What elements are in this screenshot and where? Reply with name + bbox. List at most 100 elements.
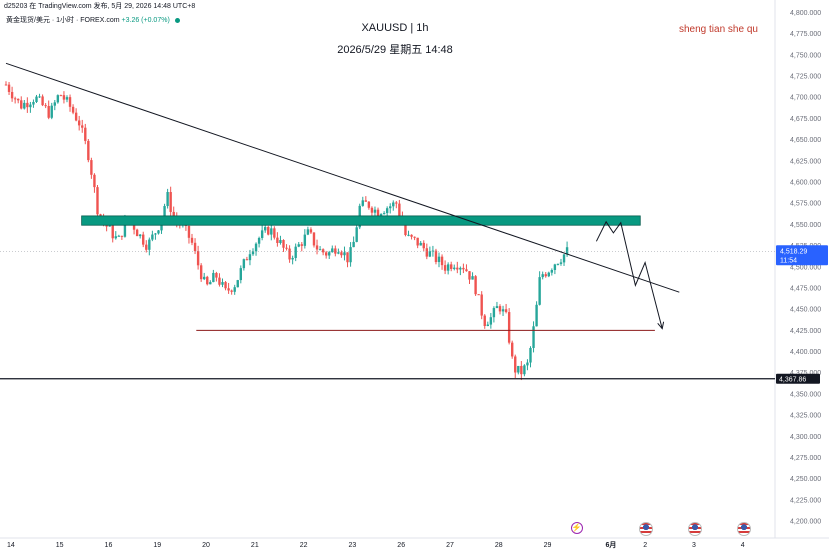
candle-body <box>172 211 175 219</box>
candle-body <box>523 365 526 375</box>
candle-body <box>87 140 90 161</box>
y-tick-label: 4,350.000 <box>790 391 821 398</box>
candle-body <box>541 274 544 278</box>
candle-body <box>367 201 371 208</box>
candle-body <box>340 252 343 256</box>
candle-body <box>29 104 32 108</box>
y-tick-label: 4,700.000 <box>790 95 821 102</box>
candle-body <box>550 270 554 273</box>
candle-body <box>157 230 160 234</box>
candle-body <box>20 100 23 109</box>
candle-body <box>148 239 151 250</box>
candle-body <box>465 269 468 272</box>
candle-body <box>385 208 389 214</box>
candle-body <box>32 101 35 105</box>
y-tick-label: 4,775.000 <box>790 31 821 38</box>
candle-body <box>74 112 78 121</box>
candle-body <box>221 282 224 285</box>
candle-body <box>96 187 99 215</box>
candle-body <box>242 259 246 269</box>
candle-body <box>443 265 447 271</box>
us-flag-icon[interactable] <box>736 522 751 536</box>
candle-body <box>547 272 550 277</box>
candle-body <box>318 249 322 251</box>
candle-body <box>138 234 142 237</box>
candle-body <box>553 264 557 271</box>
candle-body <box>468 271 471 280</box>
candle-body <box>10 91 14 99</box>
candle-body <box>215 272 218 278</box>
candle-body <box>321 249 325 253</box>
candle-body <box>108 225 111 227</box>
candle-body <box>373 209 377 213</box>
candle-body <box>510 342 514 357</box>
candle-body <box>364 200 368 202</box>
y-tick-label: 4,275.000 <box>790 455 821 462</box>
lightning-icon[interactable]: ⚡ <box>570 522 583 534</box>
projection-arrowhead <box>657 321 665 330</box>
y-tick-label: 4,675.000 <box>790 116 821 123</box>
descending-trendline <box>5 62 680 293</box>
candle-body <box>4 84 8 86</box>
candle-body <box>285 247 288 249</box>
candle-body <box>337 252 340 254</box>
candle-body <box>306 229 310 235</box>
candle-body <box>236 280 239 288</box>
candle-body <box>416 237 419 246</box>
candle-body <box>38 96 41 98</box>
candle-body <box>44 105 47 107</box>
candle-body <box>84 127 87 141</box>
candle-body <box>47 106 50 118</box>
candle-body <box>376 209 380 217</box>
candle-body <box>404 224 407 236</box>
candle-body <box>428 251 432 257</box>
candle-body <box>462 267 465 270</box>
projection-path <box>595 220 663 329</box>
candle-body <box>251 251 255 255</box>
candle-body <box>41 96 44 106</box>
candle-body <box>23 102 26 109</box>
y-tick-label: 4,400.000 <box>790 349 821 356</box>
candle-body <box>495 306 499 309</box>
candle-body <box>529 347 532 363</box>
candle-body <box>334 248 337 254</box>
x-tick-label: 2 <box>643 542 647 549</box>
x-tick-label: 26 <box>397 542 405 549</box>
candle-body <box>489 317 493 325</box>
candle-body <box>263 227 267 231</box>
y-tick-label: 4,450.000 <box>790 307 821 314</box>
candle-body <box>532 326 535 348</box>
candle-body <box>13 98 17 100</box>
candle-body <box>379 214 383 217</box>
candle-body <box>77 120 81 126</box>
candle-body <box>209 282 212 285</box>
candle-body <box>501 309 505 312</box>
candle-body <box>471 276 474 280</box>
candle-body <box>282 240 285 248</box>
low-price-label <box>776 373 820 384</box>
candle-body <box>145 244 148 250</box>
us-flag-icon[interactable] <box>639 522 654 536</box>
x-tick-label: 29 <box>544 542 552 549</box>
candle-body <box>538 277 541 305</box>
x-tick-label: 20 <box>202 542 210 549</box>
candle-body <box>544 274 547 277</box>
candle-body <box>331 248 334 253</box>
candle-body <box>456 267 459 270</box>
candle-body <box>120 235 124 237</box>
candle-body <box>349 247 352 263</box>
market-open-dot-icon <box>174 17 180 23</box>
chart-title: XAUUSD | 1h <box>361 22 429 34</box>
us-flag-icon[interactable] <box>687 522 702 536</box>
candle-body <box>328 252 331 256</box>
candle-body <box>193 242 197 252</box>
y-tick-label: 4,225.000 <box>790 497 821 504</box>
y-tick-label: 4,625.000 <box>790 158 821 165</box>
candle-body <box>300 244 303 246</box>
candle-body <box>123 219 127 237</box>
candle-body <box>413 236 416 238</box>
candle-body <box>324 252 328 256</box>
candle-body <box>395 202 398 204</box>
y-tick-label: 4,200.000 <box>790 519 821 526</box>
